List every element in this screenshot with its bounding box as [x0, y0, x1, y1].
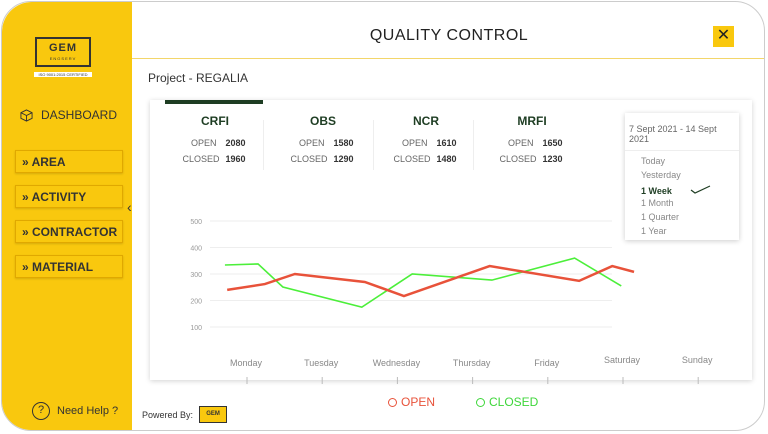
y-tick-label: 200: [190, 299, 202, 306]
date-option[interactable]: 1 Quarter: [641, 212, 680, 222]
open-marker-icon: [388, 397, 397, 407]
kpi-mrfi[interactable]: MRFI OPEN 1650 CLOSED 1230: [477, 114, 587, 170]
dashboard-label: DASHBOARD: [41, 108, 118, 122]
sidebar-item-contractor[interactable]: » CONTRACTOR: [15, 220, 123, 243]
legend-open: OPEN: [388, 395, 435, 409]
page-title: QUALITY CONTROL: [369, 27, 529, 44]
x-tick-label: Monday: [230, 358, 263, 368]
divider: [373, 120, 374, 170]
close-button[interactable]: ✕: [713, 26, 734, 47]
date-filter-dropdown[interactable]: 7 Sept 2021 - 14 Sept 2021 Today Yesterda…: [625, 113, 739, 240]
open-label: OPEN: [507, 138, 534, 148]
series-open-line: [227, 264, 635, 298]
collapse-sidebar-icon[interactable]: ‹: [127, 199, 132, 215]
closed-label: CLOSED: [499, 154, 537, 164]
open-label: OPEN: [298, 138, 325, 148]
date-option[interactable]: Yesterday: [641, 170, 681, 180]
date-option[interactable]: 1 Year: [641, 226, 667, 236]
divider: [473, 120, 474, 170]
header-divider: [132, 58, 764, 59]
x-tick-label: Friday: [534, 358, 560, 368]
open-label: OPEN: [190, 138, 217, 148]
y-tick-label: 100: [190, 325, 202, 332]
series-closed-line: [224, 257, 622, 308]
legend-closed: CLOSED: [476, 395, 538, 409]
kpi-crfi[interactable]: CRFI OPEN 2080 CLOSED 1960: [160, 114, 270, 170]
closed-label: CLOSED: [182, 154, 220, 164]
date-option[interactable]: Today: [641, 156, 666, 166]
kpi-title: MRFI: [517, 114, 547, 128]
x-tick-label: Thursday: [453, 358, 491, 368]
open-value: 1580: [333, 138, 354, 148]
kpi-ncr[interactable]: NCR OPEN 1610 CLOSED 1480: [371, 114, 481, 170]
y-tick-label: 400: [190, 246, 202, 253]
active-tab-indicator: [165, 100, 263, 104]
need-help-button[interactable]: ? Need Help ?: [32, 402, 118, 420]
checkmark-icon: [690, 185, 711, 194]
question-icon: ?: [32, 402, 50, 420]
y-tick-label: 500: [190, 219, 202, 226]
footer-logo: GEM: [199, 406, 228, 423]
line-chart: 100 200 300 400 500 Monday Tuesday Wednesday Thu…: [190, 219, 713, 384]
powered-by-label: Powered By:: [142, 409, 194, 420]
open-value: 2080: [225, 138, 246, 148]
logo-text: GEM: [48, 42, 78, 54]
x-tick-label: Sunday: [682, 355, 713, 365]
y-tick-label: 300: [190, 272, 202, 279]
closed-value: 1290: [333, 154, 354, 164]
logo-subtext: ENGSERV: [49, 56, 77, 61]
open-label: OPEN: [401, 138, 428, 148]
x-tick-label: Tuesday: [304, 358, 339, 368]
sidebar: GEM ENGSERV ISO 9001:2015 CERTIFIED DASHB…: [2, 2, 132, 430]
x-tick-label: Wednesday: [373, 358, 421, 368]
closed-marker-icon: [476, 397, 485, 407]
sidebar-item-area[interactable]: » AREA: [15, 150, 123, 173]
date-option[interactable]: 1 Month: [641, 198, 674, 208]
sidebar-item-activity[interactable]: » ACTIVITY: [15, 185, 123, 208]
x-tick-label: Saturday: [604, 355, 641, 365]
date-option[interactable]: 1 Week: [641, 184, 739, 198]
closed-value: 1230: [542, 154, 563, 164]
kpi-title: CRFI: [201, 114, 229, 128]
closed-label: CLOSED: [393, 154, 431, 164]
divider: [263, 120, 264, 170]
legend-label: CLOSED: [489, 395, 539, 409]
cube-icon: [20, 108, 33, 122]
open-value: 1650: [542, 138, 563, 148]
legend-label: OPEN: [401, 395, 436, 409]
project-title: Project - REGALIA: [148, 71, 249, 85]
powered-by: Powered By: GEM: [142, 406, 228, 423]
closed-value: 1480: [436, 154, 457, 164]
certification-label: ISO 9001:2015 CERTIFIED: [34, 72, 92, 77]
kpi-title: OBS: [309, 114, 336, 128]
kpi-obs[interactable]: OBS OPEN 1580 CLOSED 1290: [268, 114, 378, 170]
closed-value: 1960: [225, 154, 246, 164]
closed-label: CLOSED: [290, 154, 328, 164]
open-value: 1610: [436, 138, 457, 148]
date-range: 7 Sept 2021 - 14 Sept 2021: [625, 113, 739, 151]
sidebar-item-material[interactable]: » MATERIAL: [15, 255, 123, 278]
help-label: Need Help ?: [57, 405, 119, 417]
brand-logo: GEM ENGSERV: [35, 37, 91, 67]
kpi-title: NCR: [413, 114, 439, 128]
sidebar-item-dashboard[interactable]: DASHBOARD: [20, 108, 117, 122]
